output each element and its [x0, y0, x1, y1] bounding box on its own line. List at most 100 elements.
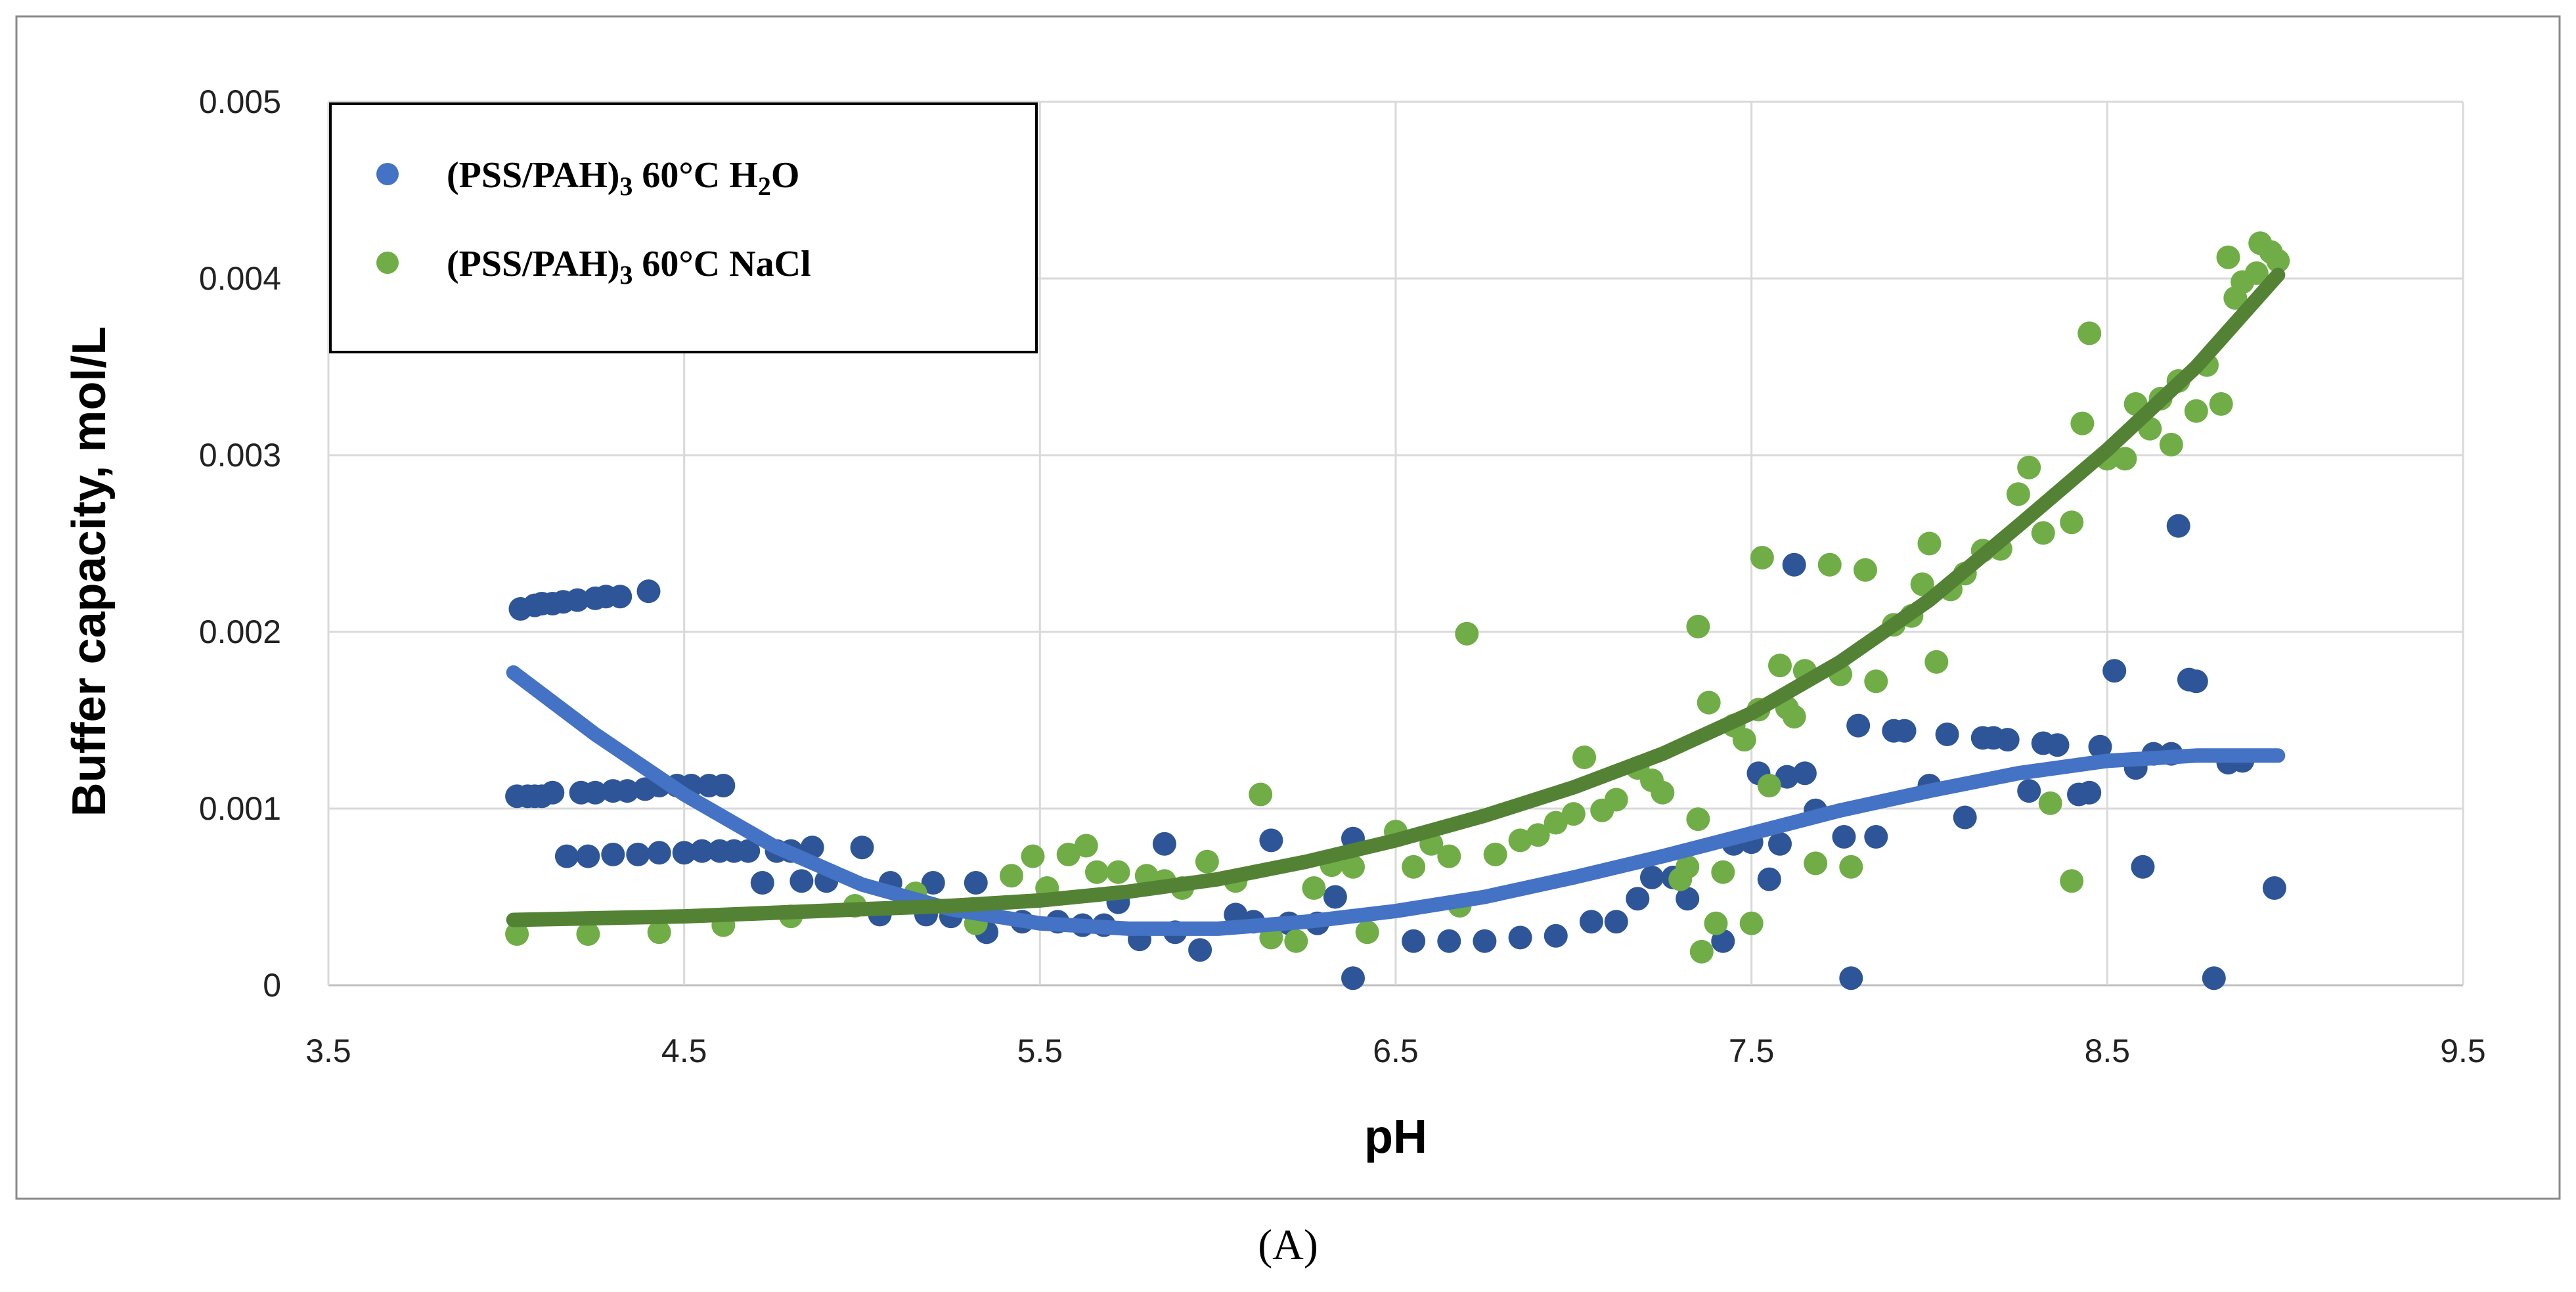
data-point-nacl	[2113, 447, 2137, 471]
data-point-nacl	[1526, 823, 1550, 847]
data-point-h2o	[1437, 929, 1461, 953]
data-point-nacl	[1768, 654, 1792, 678]
data-point-h2o	[1892, 719, 1917, 743]
y-axis-title: Buffer capacity, mol/L	[63, 326, 116, 817]
data-point-h2o	[1152, 832, 1176, 856]
legend: (PSS/PAH)3 60°C H2O (PSS/PAH)3 60°C NaCl	[329, 102, 1038, 353]
x-tick-label: 7.5	[1729, 1033, 1775, 1069]
x-tick-label: 4.5	[661, 1033, 707, 1069]
data-point-nacl	[1839, 855, 1863, 879]
data-point-h2o	[2088, 734, 2112, 759]
y-tick-label: 0.003	[199, 437, 281, 474]
data-point-nacl	[1924, 650, 1949, 674]
data-point-nacl	[1804, 851, 1828, 876]
legend-label-h2o: (PSS/PAH)3 60°C H2O	[447, 155, 799, 201]
data-point-nacl	[1085, 860, 1109, 884]
data-point-nacl	[2184, 399, 2208, 423]
data-point-nacl	[2216, 245, 2240, 269]
data-point-h2o	[850, 835, 874, 860]
data-point-h2o	[1188, 938, 1212, 962]
data-point-nacl	[1676, 855, 1700, 879]
data-point-nacl	[1651, 780, 1675, 805]
data-point-h2o	[554, 844, 579, 868]
data-point-nacl	[1689, 939, 1714, 964]
data-point-h2o	[636, 579, 661, 604]
y-tick-label: 0.004	[199, 260, 281, 297]
data-point-h2o	[1402, 929, 1426, 953]
data-point-nacl	[1757, 774, 1781, 797]
data-point-h2o	[2102, 659, 2127, 683]
legend-label-nacl: (PSS/PAH)3 60°C NaCl	[447, 244, 811, 290]
data-point-nacl	[2038, 791, 2062, 815]
data-point-nacl	[1782, 705, 1806, 729]
data-point-nacl	[2070, 411, 2095, 435]
data-point-h2o	[1626, 887, 1650, 911]
data-point-h2o	[1846, 713, 1871, 738]
data-point-nacl	[2244, 261, 2269, 285]
x-axis-title: pH	[1364, 1111, 1427, 1163]
data-point-nacl	[1750, 546, 1774, 569]
data-point-nacl	[1686, 614, 1710, 638]
data-point-nacl	[1604, 788, 1628, 812]
data-point-nacl	[2006, 482, 2030, 506]
data-point-h2o	[626, 842, 650, 866]
legend-box	[329, 102, 1038, 353]
data-point-nacl	[1686, 807, 1710, 832]
data-point-nacl	[2209, 392, 2233, 416]
data-point-h2o	[1640, 865, 1664, 889]
data-point-nacl	[1000, 864, 1023, 888]
data-point-h2o	[1543, 924, 1568, 948]
data-point-nacl	[1561, 802, 1586, 826]
data-point-h2o	[750, 871, 774, 895]
x-tick-label: 5.5	[1017, 1033, 1063, 1069]
data-point-nacl	[1056, 842, 1080, 866]
data-point-h2o	[608, 585, 633, 609]
data-point-h2o	[1768, 832, 1792, 856]
data-point-nacl	[576, 922, 600, 946]
data-point-h2o	[711, 774, 736, 797]
data-point-nacl	[505, 922, 529, 946]
data-point-h2o	[2202, 966, 2226, 991]
data-point-h2o	[2184, 669, 2208, 694]
data-point-h2o	[690, 839, 714, 863]
data-point-nacl	[1021, 844, 1045, 868]
data-point-nacl	[1355, 920, 1379, 945]
data-point-h2o	[1839, 966, 1863, 991]
x-tick-label: 6.5	[1373, 1033, 1419, 1069]
data-point-h2o	[672, 841, 696, 865]
data-point-nacl	[1455, 621, 1479, 646]
y-tick-label: 0.005	[199, 83, 281, 120]
data-point-h2o	[2131, 855, 2155, 879]
x-tick-label: 9.5	[2440, 1033, 2486, 1069]
data-point-nacl	[647, 920, 671, 945]
y-tick-label: 0.001	[199, 790, 281, 827]
trendline-h2o	[506, 665, 2286, 936]
data-point-h2o	[1792, 761, 1817, 786]
y-axis-ticks: 0 0.001 0.002 0.003 0.004 0.005	[199, 83, 281, 1004]
data-point-h2o	[1775, 765, 1799, 789]
data-point-h2o	[601, 842, 625, 866]
data-point-h2o	[1757, 867, 1781, 891]
data-point-h2o	[2262, 876, 2286, 900]
legend-marker-nacl	[376, 252, 399, 274]
data-point-h2o	[789, 869, 814, 893]
data-point-h2o	[1782, 552, 1806, 577]
data-point-nacl	[1195, 849, 1219, 874]
data-point-h2o	[921, 871, 945, 895]
data-point-nacl	[1284, 929, 1308, 953]
data-point-nacl	[1508, 828, 1532, 853]
data-point-h2o	[1323, 885, 1347, 909]
figure-caption: (A)	[1258, 1221, 1318, 1269]
data-point-nacl	[2077, 321, 2102, 345]
data-point-h2o	[2017, 779, 2041, 803]
x-axis-ticks: 3.5 4.5 5.5 6.5 7.5 8.5 9.5	[305, 1033, 2486, 1069]
data-point-h2o	[1995, 728, 2020, 752]
data-point-h2o	[583, 780, 608, 805]
data-point-nacl	[1711, 860, 1735, 884]
data-point-nacl	[1341, 855, 1365, 879]
data-point-h2o	[647, 841, 671, 865]
data-point-h2o	[1259, 828, 1283, 853]
data-point-h2o	[2166, 514, 2190, 538]
data-point-nacl	[1817, 552, 1842, 577]
